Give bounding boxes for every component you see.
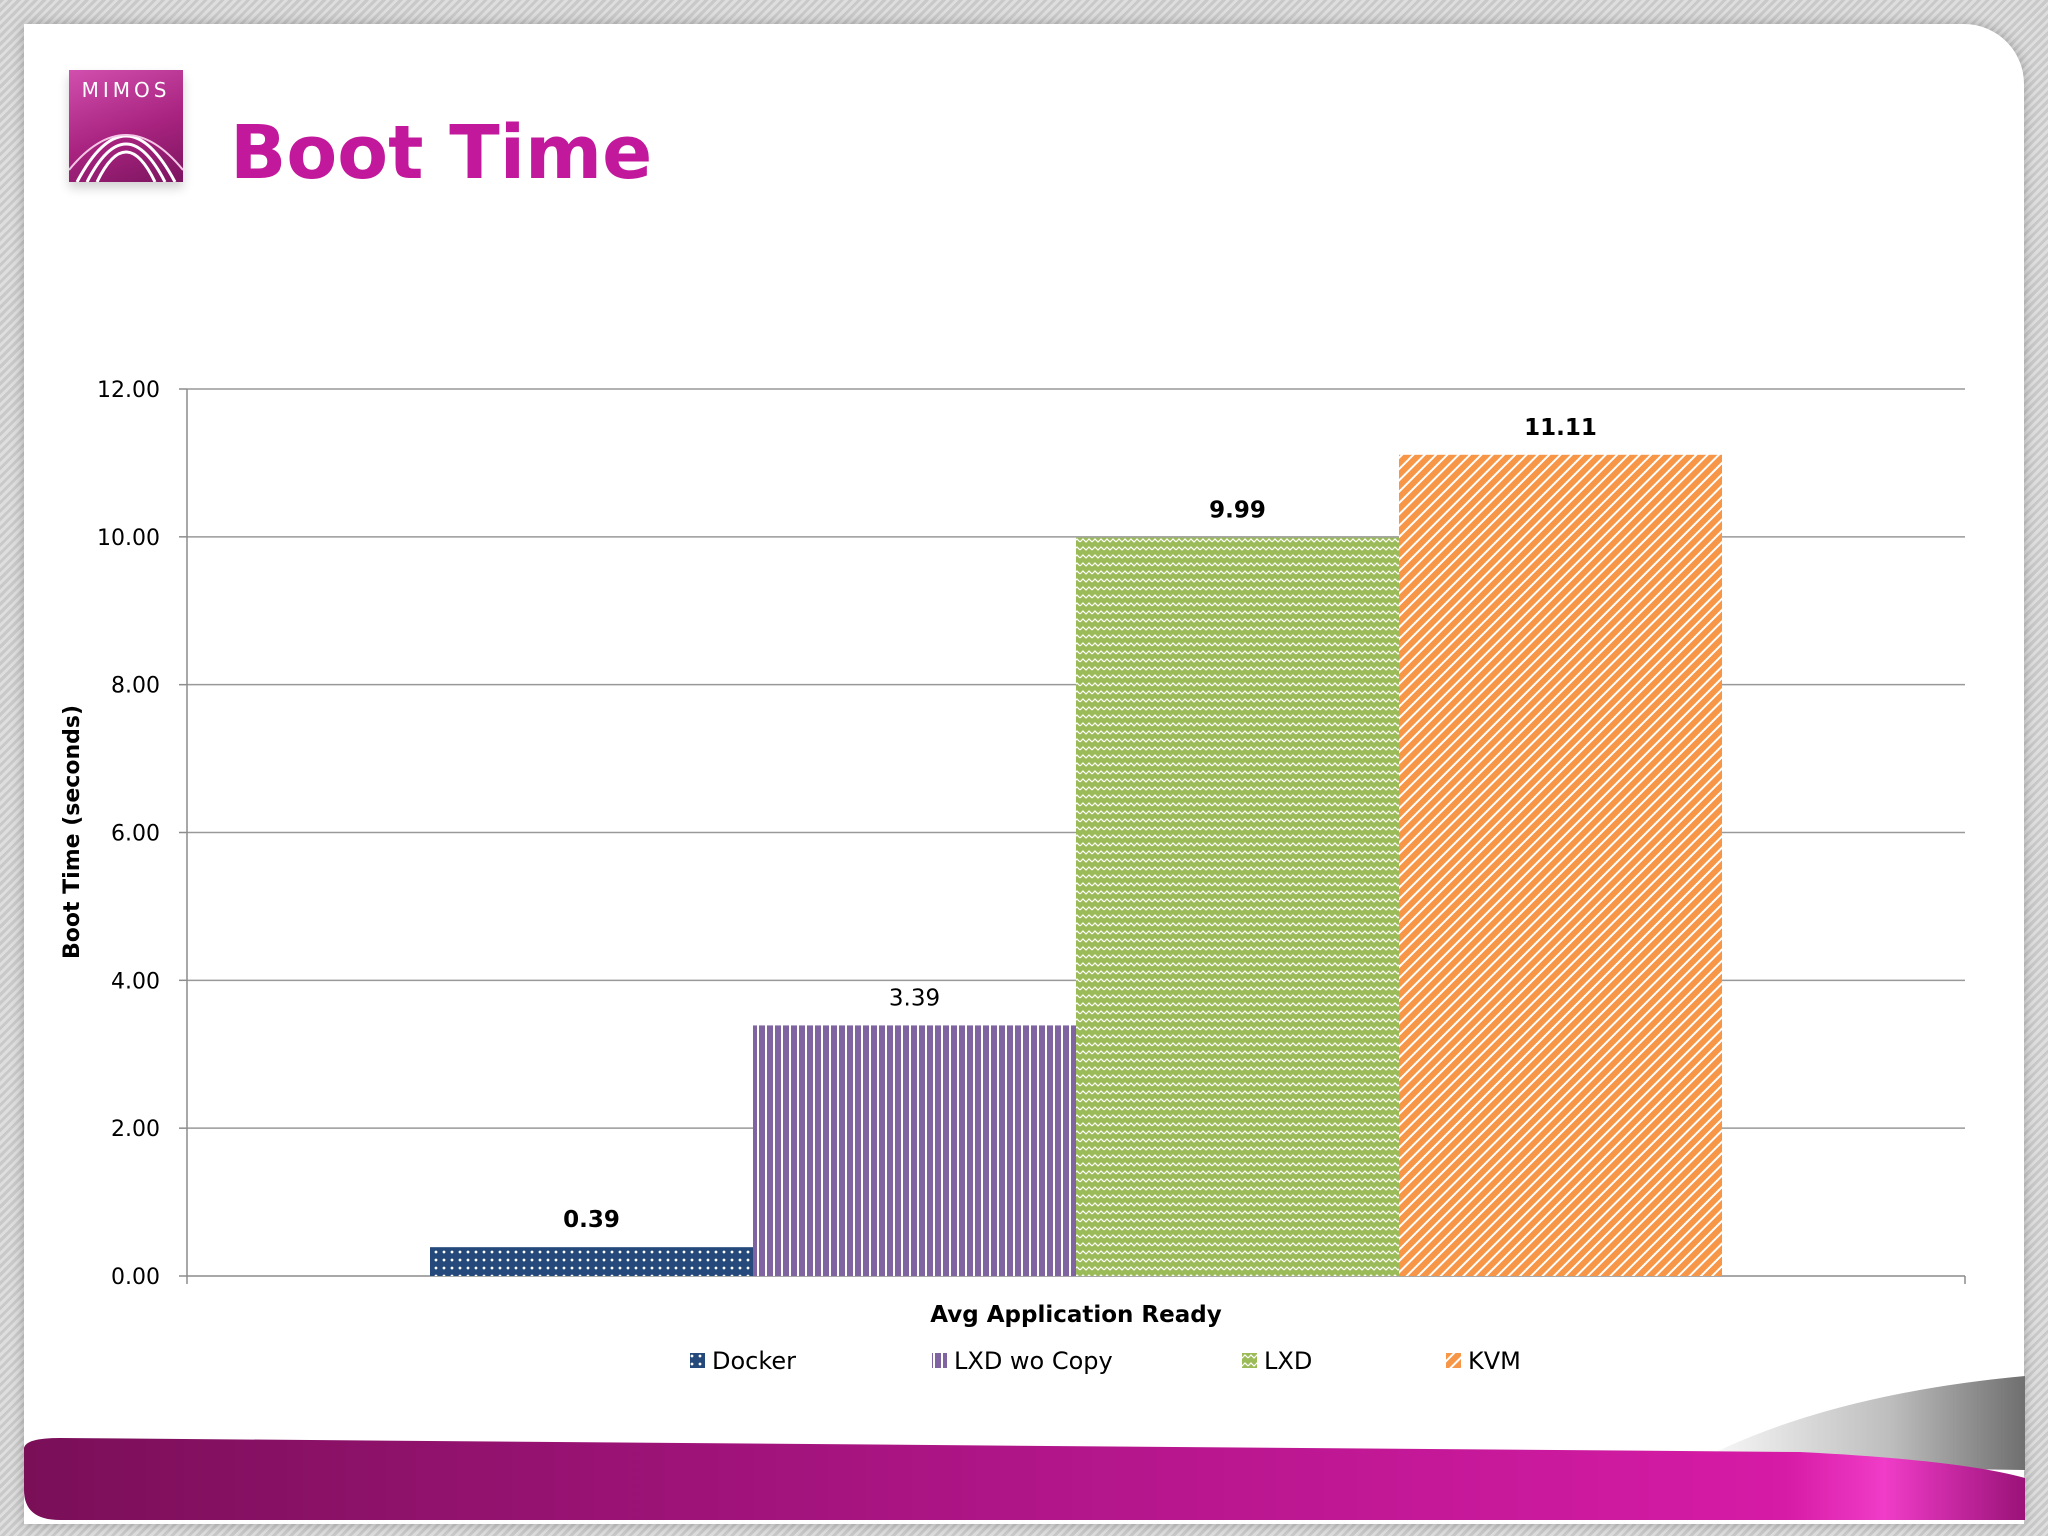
- y-tick-label: 8.00: [111, 674, 160, 699]
- data-label-lxd-wo-copy: 3.39: [889, 985, 940, 1011]
- data-labels: 0.39 3.39 9.99 11.11: [563, 415, 1597, 1233]
- legend-swatch-docker: [690, 1353, 705, 1368]
- legend-item-lxd-wo-copy: LXD wo Copy: [932, 1347, 1113, 1375]
- bars: [430, 454, 1722, 1276]
- legend-swatch-lxd: [1242, 1353, 1257, 1368]
- data-label-docker: 0.39: [563, 1207, 620, 1233]
- legend-swatch-kvm: [1446, 1353, 1461, 1368]
- legend-item-docker: Docker: [690, 1347, 796, 1375]
- legend: Docker LXD wo Copy LXD KVM: [690, 1347, 1521, 1375]
- legend-label-lxd: LXD: [1264, 1347, 1312, 1375]
- legend-label-kvm: KVM: [1468, 1347, 1521, 1375]
- legend-label-lxd-wo-copy: LXD wo Copy: [954, 1347, 1113, 1375]
- legend-item-lxd: LXD: [1242, 1347, 1312, 1375]
- legend-item-kvm: KVM: [1446, 1347, 1521, 1375]
- y-tick-label: 12.00: [97, 378, 160, 403]
- legend-swatch-lxd-wo-copy: [932, 1353, 947, 1368]
- legend-label-docker: Docker: [712, 1347, 796, 1375]
- bar-lxd-wo-copy: [753, 1025, 1076, 1276]
- y-tick-label: 4.00: [111, 969, 160, 994]
- mimos-logo: MIMOS: [69, 70, 183, 182]
- y-tick-label: 10.00: [97, 526, 160, 551]
- data-label-kvm: 11.11: [1524, 415, 1597, 441]
- data-label-lxd: 9.99: [1209, 498, 1266, 524]
- bar-docker: [430, 1247, 753, 1276]
- y-axis-ticks: 0.00 2.00 4.00 6.00 8.00 10.00 12.00: [97, 378, 160, 1290]
- y-tick-label: 6.00: [111, 822, 160, 847]
- logo-text: MIMOS: [81, 78, 171, 102]
- logo-arcs-icon: [69, 134, 183, 182]
- y-axis-label: Boot Time (seconds): [60, 705, 85, 959]
- slide-title: Boot Time: [230, 110, 653, 196]
- x-axis-label: Avg Application Ready: [930, 1302, 1221, 1328]
- y-tick-label: 0.00: [111, 1265, 160, 1290]
- bar-kvm: [1399, 454, 1722, 1276]
- bar-lxd: [1076, 537, 1399, 1276]
- y-tick-label: 2.00: [111, 1117, 160, 1142]
